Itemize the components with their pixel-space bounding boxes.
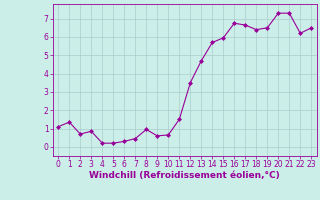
X-axis label: Windchill (Refroidissement éolien,°C): Windchill (Refroidissement éolien,°C) [89,171,280,180]
